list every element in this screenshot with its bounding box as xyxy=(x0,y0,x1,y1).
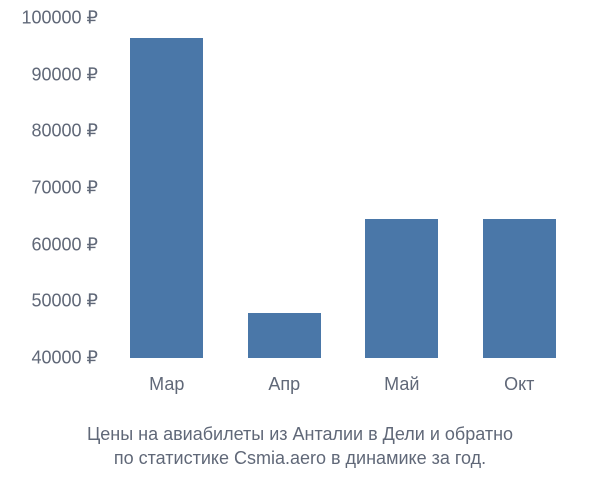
x-tick-label: Май xyxy=(384,374,419,395)
y-axis: 40000 ₽50000 ₽60000 ₽70000 ₽80000 ₽90000… xyxy=(0,18,98,358)
price-chart: 40000 ₽ 50000 ₽ 60000 ₽ 70000 ₽ 80000 ₽ 90000… xyxy=(0,0,600,500)
y-tick-label: 90000 ₽ xyxy=(31,64,98,85)
x-tick-label: Апр xyxy=(268,374,300,395)
bar xyxy=(483,219,556,358)
x-tick-label: Окт xyxy=(504,374,534,395)
plot-area xyxy=(108,18,578,358)
caption-line: по статистике Csmia.aero в динамике за г… xyxy=(0,446,600,470)
chart-caption: Цены на авиабилеты из Анталии в Дели и о… xyxy=(0,422,600,471)
bar xyxy=(248,313,321,358)
y-tick-label: 80000 ₽ xyxy=(31,121,98,142)
y-tick-label: 40000 ₽ xyxy=(31,348,98,369)
x-tick-label: Мар xyxy=(149,374,184,395)
y-tick-label: 60000 ₽ xyxy=(31,234,98,255)
caption-line: Цены на авиабилеты из Анталии в Дели и о… xyxy=(0,422,600,446)
y-tick-label: 50000 ₽ xyxy=(31,291,98,312)
y-tick-label: 100000 ₽ xyxy=(21,8,98,29)
bar xyxy=(365,219,438,358)
y-tick-label: 70000 ₽ xyxy=(31,178,98,199)
bar xyxy=(130,38,203,358)
